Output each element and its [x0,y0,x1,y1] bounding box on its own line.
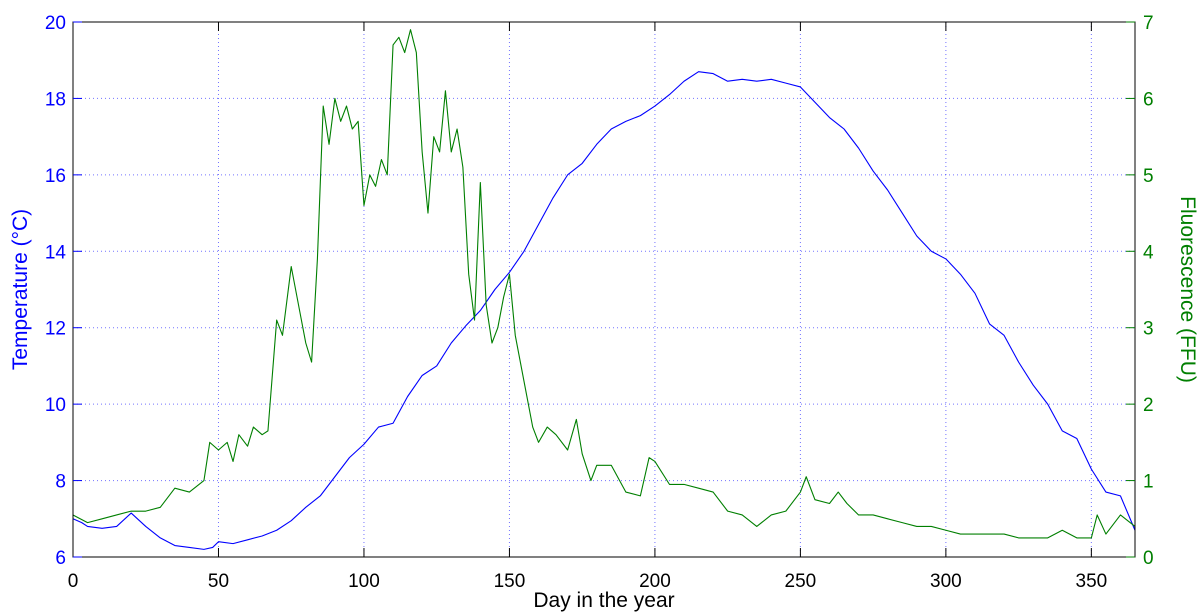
y-left-tick-label: 16 [45,166,66,187]
y-axis-left-label: Temperature (°C) [9,209,32,370]
y-right-tick-label: 3 [1143,319,1154,340]
y-left-tick-label: 8 [55,472,66,493]
y-left-tick-label: 20 [45,13,66,34]
y-right-tick-label: 6 [1143,89,1154,110]
y-left-tick-label: 10 [45,395,66,416]
x-tick-label: 0 [68,571,79,592]
x-tick-label: 200 [639,571,671,592]
x-tick-label: 350 [1076,571,1108,592]
x-tick-label: 300 [930,571,962,592]
fluorescence-series-line [72,29,1136,539]
y-right-tick-label: 1 [1143,472,1154,493]
y-left-tick-label: 12 [45,319,66,340]
y-right-tick-label: 2 [1143,395,1154,416]
x-tick-label: 250 [785,571,817,592]
y-left-tick-label: 14 [45,242,67,263]
grid-lines [73,22,1135,557]
y-left-tick-label: 18 [45,89,66,110]
x-axis-label: Day in the year [533,589,674,612]
x-tick-label: 100 [348,571,380,592]
tick-marks [72,21,1135,558]
x-tick-label: 150 [494,571,526,592]
y-axis-right-label: Fluorescence (FFU) [1176,196,1199,383]
y-right-tick-label: 4 [1143,242,1154,263]
y-left-tick-label: 6 [55,548,66,569]
plot-background [73,22,1135,557]
y-right-tick-label: 7 [1143,13,1154,34]
y-right-tick-label: 5 [1143,166,1154,187]
y-right-tick-label: 0 [1143,548,1154,569]
temperature-series-line [72,71,1136,550]
tick-labels: 0 50 100 150 200 250 300 3506810121416182001234… [45,13,1154,592]
series-layer [72,29,1136,550]
x-tick-label: 50 [208,571,229,592]
plot-frame [72,21,1136,558]
